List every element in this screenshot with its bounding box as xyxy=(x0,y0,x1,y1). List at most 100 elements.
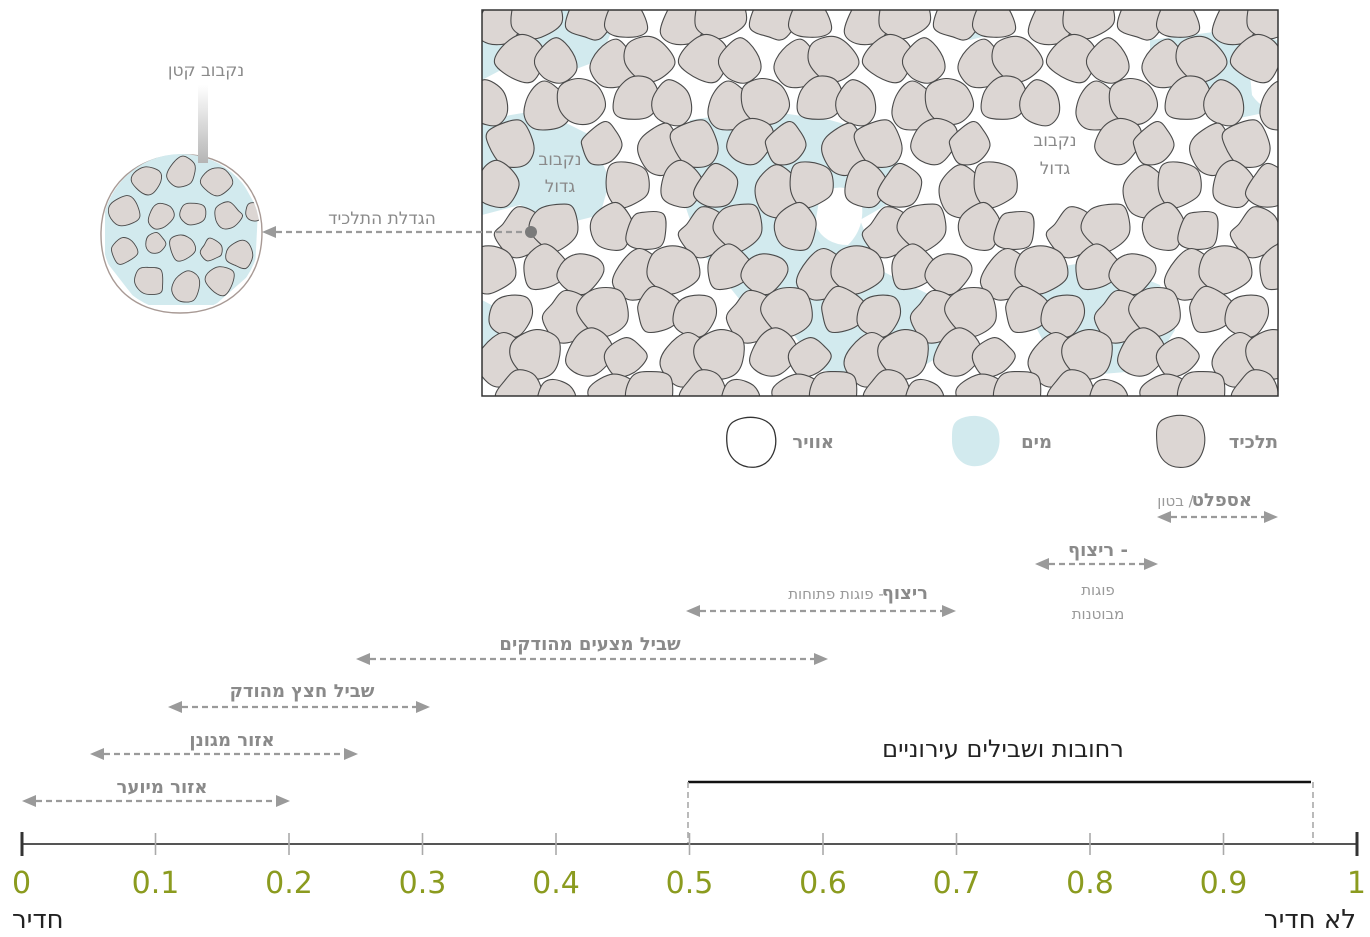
aggregate-grain xyxy=(564,10,617,41)
aggregate-grain xyxy=(1108,77,1159,126)
aggregate-grain xyxy=(796,75,845,120)
range-asphalt-label: אספלט / בטון xyxy=(1157,490,1252,511)
aggregate-grain xyxy=(485,119,535,168)
aggregate-grain xyxy=(992,370,1042,396)
permeability-axis: 0 0.1 0.2 0.3 0.4 0.5 0.6 0.7 0.8 0.9 1 חדיר לא חד… xyxy=(12,832,1366,935)
aggregate-grain xyxy=(677,33,730,84)
aggregate-grain xyxy=(488,294,534,338)
aggregate-grain xyxy=(853,119,903,168)
magnified-grain xyxy=(130,166,163,196)
aggregate-grain xyxy=(1128,286,1181,338)
aggregate-grain xyxy=(807,35,860,83)
magnified-grain xyxy=(225,239,254,270)
aggregate-grain xyxy=(760,286,813,338)
aggregate-grain xyxy=(844,159,888,209)
aggregate-grain xyxy=(1230,369,1278,396)
aggregate-grain xyxy=(862,369,911,396)
aggregate-grain xyxy=(973,161,1018,209)
aggregate-grain xyxy=(1259,243,1278,291)
aggregate-grain xyxy=(944,286,997,338)
legend: תלכיד מים אוויר xyxy=(726,414,1278,468)
small-pore-pointer xyxy=(198,85,208,163)
magnified-grain xyxy=(169,234,197,262)
aggregate-grain xyxy=(580,120,623,166)
aggregate-grain xyxy=(509,329,561,380)
aggregate-grain xyxy=(748,10,801,41)
axis-tick-label: 0.4 xyxy=(532,866,580,901)
aggregate-grain xyxy=(932,10,985,41)
aggregate-grain xyxy=(646,245,701,295)
water-swatch xyxy=(952,415,1000,467)
magnified-grain xyxy=(214,201,243,230)
aggregate-grain xyxy=(821,285,868,334)
aggregate-grain xyxy=(876,162,923,208)
axis-tick-label: 0.2 xyxy=(265,866,313,901)
magnified-grain xyxy=(199,167,234,197)
aggregate-grain xyxy=(1198,245,1253,295)
range-asphalt-normal: / בטון xyxy=(1157,492,1194,510)
aggregate-grain xyxy=(749,327,799,377)
aggregate-grain xyxy=(678,369,727,396)
range-paving-open-label: ריצוף - פוגות פתוחות xyxy=(788,583,928,604)
aggregate-grain xyxy=(910,117,959,166)
aggregate-grain xyxy=(835,79,877,127)
magnified-grain xyxy=(111,237,139,265)
aggregate-grain xyxy=(1157,161,1202,209)
large-pore-left-line2: גדול xyxy=(545,177,576,197)
aggregate-grain xyxy=(494,369,543,396)
aggregate-grain xyxy=(537,378,577,396)
aggregate-grain xyxy=(717,37,762,84)
aggregate-grain xyxy=(856,294,902,338)
usage-ranges: אספלט / בטון ריצוף - פוגות מבוטנות ריצוף… xyxy=(22,490,1278,807)
range-gravel-path-label: שביל חצץ מהודק xyxy=(230,681,375,702)
magnified-grain xyxy=(107,195,141,227)
aggregate-grain xyxy=(692,162,739,208)
aggregate-grain xyxy=(1061,329,1113,380)
axis-tick-label: 0.6 xyxy=(799,866,847,901)
magnified-grain xyxy=(171,270,201,303)
magnified-grain xyxy=(179,202,207,226)
magnified-grain xyxy=(145,231,167,254)
aggregate-grain xyxy=(1203,79,1245,127)
aggregate-grain xyxy=(1116,10,1169,41)
aggregate-grain xyxy=(721,378,761,396)
legend-water: מים xyxy=(1021,432,1052,453)
aggregate-grain xyxy=(1117,327,1167,377)
range-forest: אזור מיוער xyxy=(22,777,290,807)
air-swatch xyxy=(726,416,777,468)
range-paving-mortared-label: ריצוף - xyxy=(1068,540,1128,561)
range-paving-open-normal: - פוגות פתוחות xyxy=(788,585,884,603)
aggregate-grain xyxy=(1244,162,1278,208)
aggregate-grain xyxy=(1246,10,1278,40)
aggregate-grain xyxy=(1085,37,1130,84)
aggregate-grain xyxy=(533,37,578,84)
range-paving-mortared-sub2: מבוטנות xyxy=(1072,605,1125,623)
aggregate-grain xyxy=(789,161,834,209)
axis-tick-label: 0 xyxy=(12,866,31,901)
aggregate-grain xyxy=(1221,119,1271,168)
range-paving-open: ריצוף - פוגות פתוחות xyxy=(686,583,956,617)
range-garden: אזור מגונן xyxy=(90,730,358,760)
aggregate-grain xyxy=(896,203,947,253)
aggregate-grain xyxy=(1177,211,1219,250)
aggregate-grain xyxy=(1040,294,1086,338)
aggregate-grain xyxy=(726,117,775,166)
axis-tick-label: 0.8 xyxy=(1066,866,1114,901)
aggregate-grain xyxy=(1062,10,1116,40)
aggregate-grain xyxy=(1046,369,1095,396)
range-asphalt-bold: אספלט xyxy=(1192,490,1252,511)
large-pore-right-line2: גדול xyxy=(1040,159,1071,179)
aggregate-grain xyxy=(712,203,763,253)
aggregate-grain xyxy=(905,378,945,396)
aggregate-grain xyxy=(1155,10,1201,38)
axis-right-end-label: לא חדיר xyxy=(1264,905,1356,935)
range-base-path: שביל מצעים מהודקים xyxy=(356,634,828,665)
aggregate-grain xyxy=(603,10,649,38)
aggregate-swatch xyxy=(1155,414,1206,468)
range-paving-mortared: ריצוף - פוגות מבוטנות xyxy=(1035,540,1158,623)
aggregate-grain xyxy=(971,10,1017,38)
magnified-grain xyxy=(147,202,175,230)
range-base-path-label: שביל מצעים מהודקים xyxy=(499,634,681,655)
magnified-aggregate: נקבוב קטן xyxy=(100,61,263,314)
